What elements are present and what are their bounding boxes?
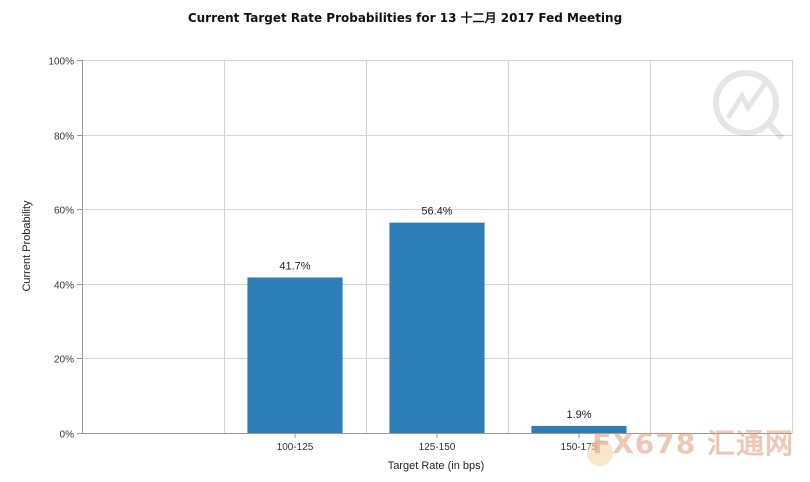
y-tick-label: 20% (54, 355, 74, 366)
bars (247, 222, 627, 433)
x-tick-label: 100-125 (277, 442, 314, 453)
bar (531, 425, 627, 433)
bar (389, 222, 485, 433)
x-tick-label: 125-150 (419, 442, 456, 453)
bar-value-label: 41.7% (279, 260, 310, 272)
y-tick-label: 40% (54, 281, 74, 292)
watermark-logo (713, 70, 785, 141)
x-axis-label: Target Rate (in bps) (388, 460, 485, 472)
bar-value-label: 1.9% (566, 409, 591, 421)
bar-value-label: 56.4% (421, 206, 452, 218)
axes: 0% 20% 40% 60% 80% 100% 100-125 125-150 150-175 (48, 57, 792, 453)
y-axis-label: Current Probability (21, 200, 33, 292)
chart-title: Current Target Rate Probabilities for 13… (187, 11, 623, 25)
y-tick-label: 80% (54, 132, 74, 143)
data-labels: 41.7% 56.4% 1.9% (279, 206, 591, 421)
y-tick-label: 100% (48, 57, 74, 68)
x-tick-label: 150-175 (561, 442, 598, 453)
y-tick-label: 60% (54, 206, 74, 217)
y-tick-label: 0% (60, 430, 75, 441)
bar (247, 277, 343, 433)
